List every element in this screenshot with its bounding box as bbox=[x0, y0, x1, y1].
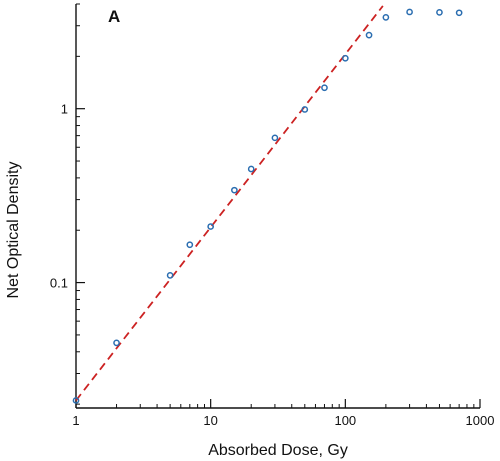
data-point bbox=[436, 9, 443, 16]
axes bbox=[75, 4, 480, 409]
y-tick-label: 1 bbox=[61, 102, 68, 117]
panel-label: A bbox=[108, 7, 120, 26]
data-points-layer bbox=[72, 8, 463, 404]
data-point bbox=[455, 9, 463, 17]
fit-line bbox=[75, 5, 384, 401]
data-point bbox=[365, 31, 373, 39]
x-tick-label: 1 bbox=[72, 413, 79, 428]
x-tick-label: 10 bbox=[203, 413, 217, 428]
data-point bbox=[231, 186, 238, 194]
data-point bbox=[166, 272, 174, 279]
data-point bbox=[72, 397, 80, 404]
data-point bbox=[186, 241, 194, 249]
data-point bbox=[271, 134, 279, 142]
data-point bbox=[382, 14, 390, 21]
x-tick-label: 1000 bbox=[466, 413, 495, 428]
y-tick-label: 0.1 bbox=[50, 276, 68, 291]
data-point bbox=[301, 106, 309, 113]
data-point bbox=[341, 54, 349, 62]
x-axis-title: Absorbed Dose, Gy bbox=[208, 442, 348, 459]
data-point bbox=[321, 84, 328, 92]
fit-line-layer bbox=[75, 5, 384, 401]
data-point bbox=[406, 8, 413, 16]
data-point bbox=[207, 223, 215, 230]
x-tick-label: 100 bbox=[334, 413, 356, 428]
y-axis-title: Net Optical Density bbox=[5, 162, 22, 299]
ticks: 1 10 100 1000 0.1 1 bbox=[50, 3, 495, 428]
data-point bbox=[113, 339, 120, 347]
data-point bbox=[247, 165, 255, 173]
